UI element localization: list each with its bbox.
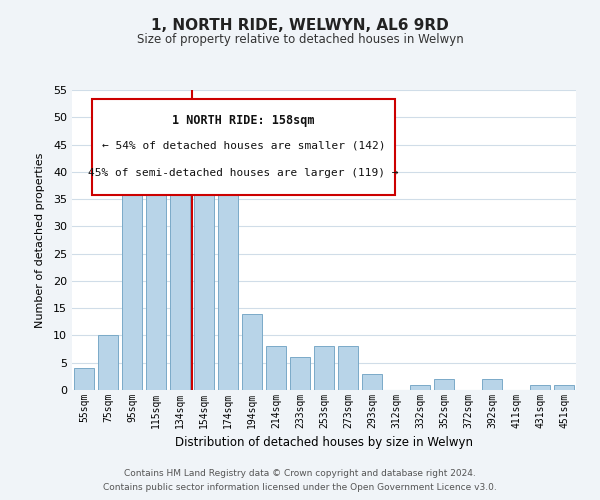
- Bar: [74, 368, 94, 390]
- Bar: [266, 346, 286, 390]
- Bar: [554, 384, 574, 390]
- Bar: [122, 182, 142, 390]
- Bar: [434, 379, 454, 390]
- Text: Contains public sector information licensed under the Open Government Licence v3: Contains public sector information licen…: [103, 484, 497, 492]
- Text: Size of property relative to detached houses in Welwyn: Size of property relative to detached ho…: [137, 32, 463, 46]
- Bar: [98, 336, 118, 390]
- Bar: [218, 188, 238, 390]
- FancyBboxPatch shape: [92, 99, 395, 195]
- Text: 45% of semi-detached houses are larger (119) →: 45% of semi-detached houses are larger (…: [88, 168, 398, 178]
- Bar: [530, 384, 550, 390]
- Y-axis label: Number of detached properties: Number of detached properties: [35, 152, 44, 328]
- Bar: [170, 139, 190, 390]
- Text: 1 NORTH RIDE: 158sqm: 1 NORTH RIDE: 158sqm: [172, 114, 314, 127]
- Bar: [410, 384, 430, 390]
- Bar: [242, 314, 262, 390]
- Bar: [338, 346, 358, 390]
- Text: 1, NORTH RIDE, WELWYN, AL6 9RD: 1, NORTH RIDE, WELWYN, AL6 9RD: [151, 18, 449, 32]
- Bar: [482, 379, 502, 390]
- Bar: [146, 178, 166, 390]
- Bar: [290, 358, 310, 390]
- Bar: [194, 156, 214, 390]
- X-axis label: Distribution of detached houses by size in Welwyn: Distribution of detached houses by size …: [175, 436, 473, 450]
- Text: Contains HM Land Registry data © Crown copyright and database right 2024.: Contains HM Land Registry data © Crown c…: [124, 468, 476, 477]
- Bar: [362, 374, 382, 390]
- Bar: [314, 346, 334, 390]
- Text: ← 54% of detached houses are smaller (142): ← 54% of detached houses are smaller (14…: [101, 141, 385, 151]
